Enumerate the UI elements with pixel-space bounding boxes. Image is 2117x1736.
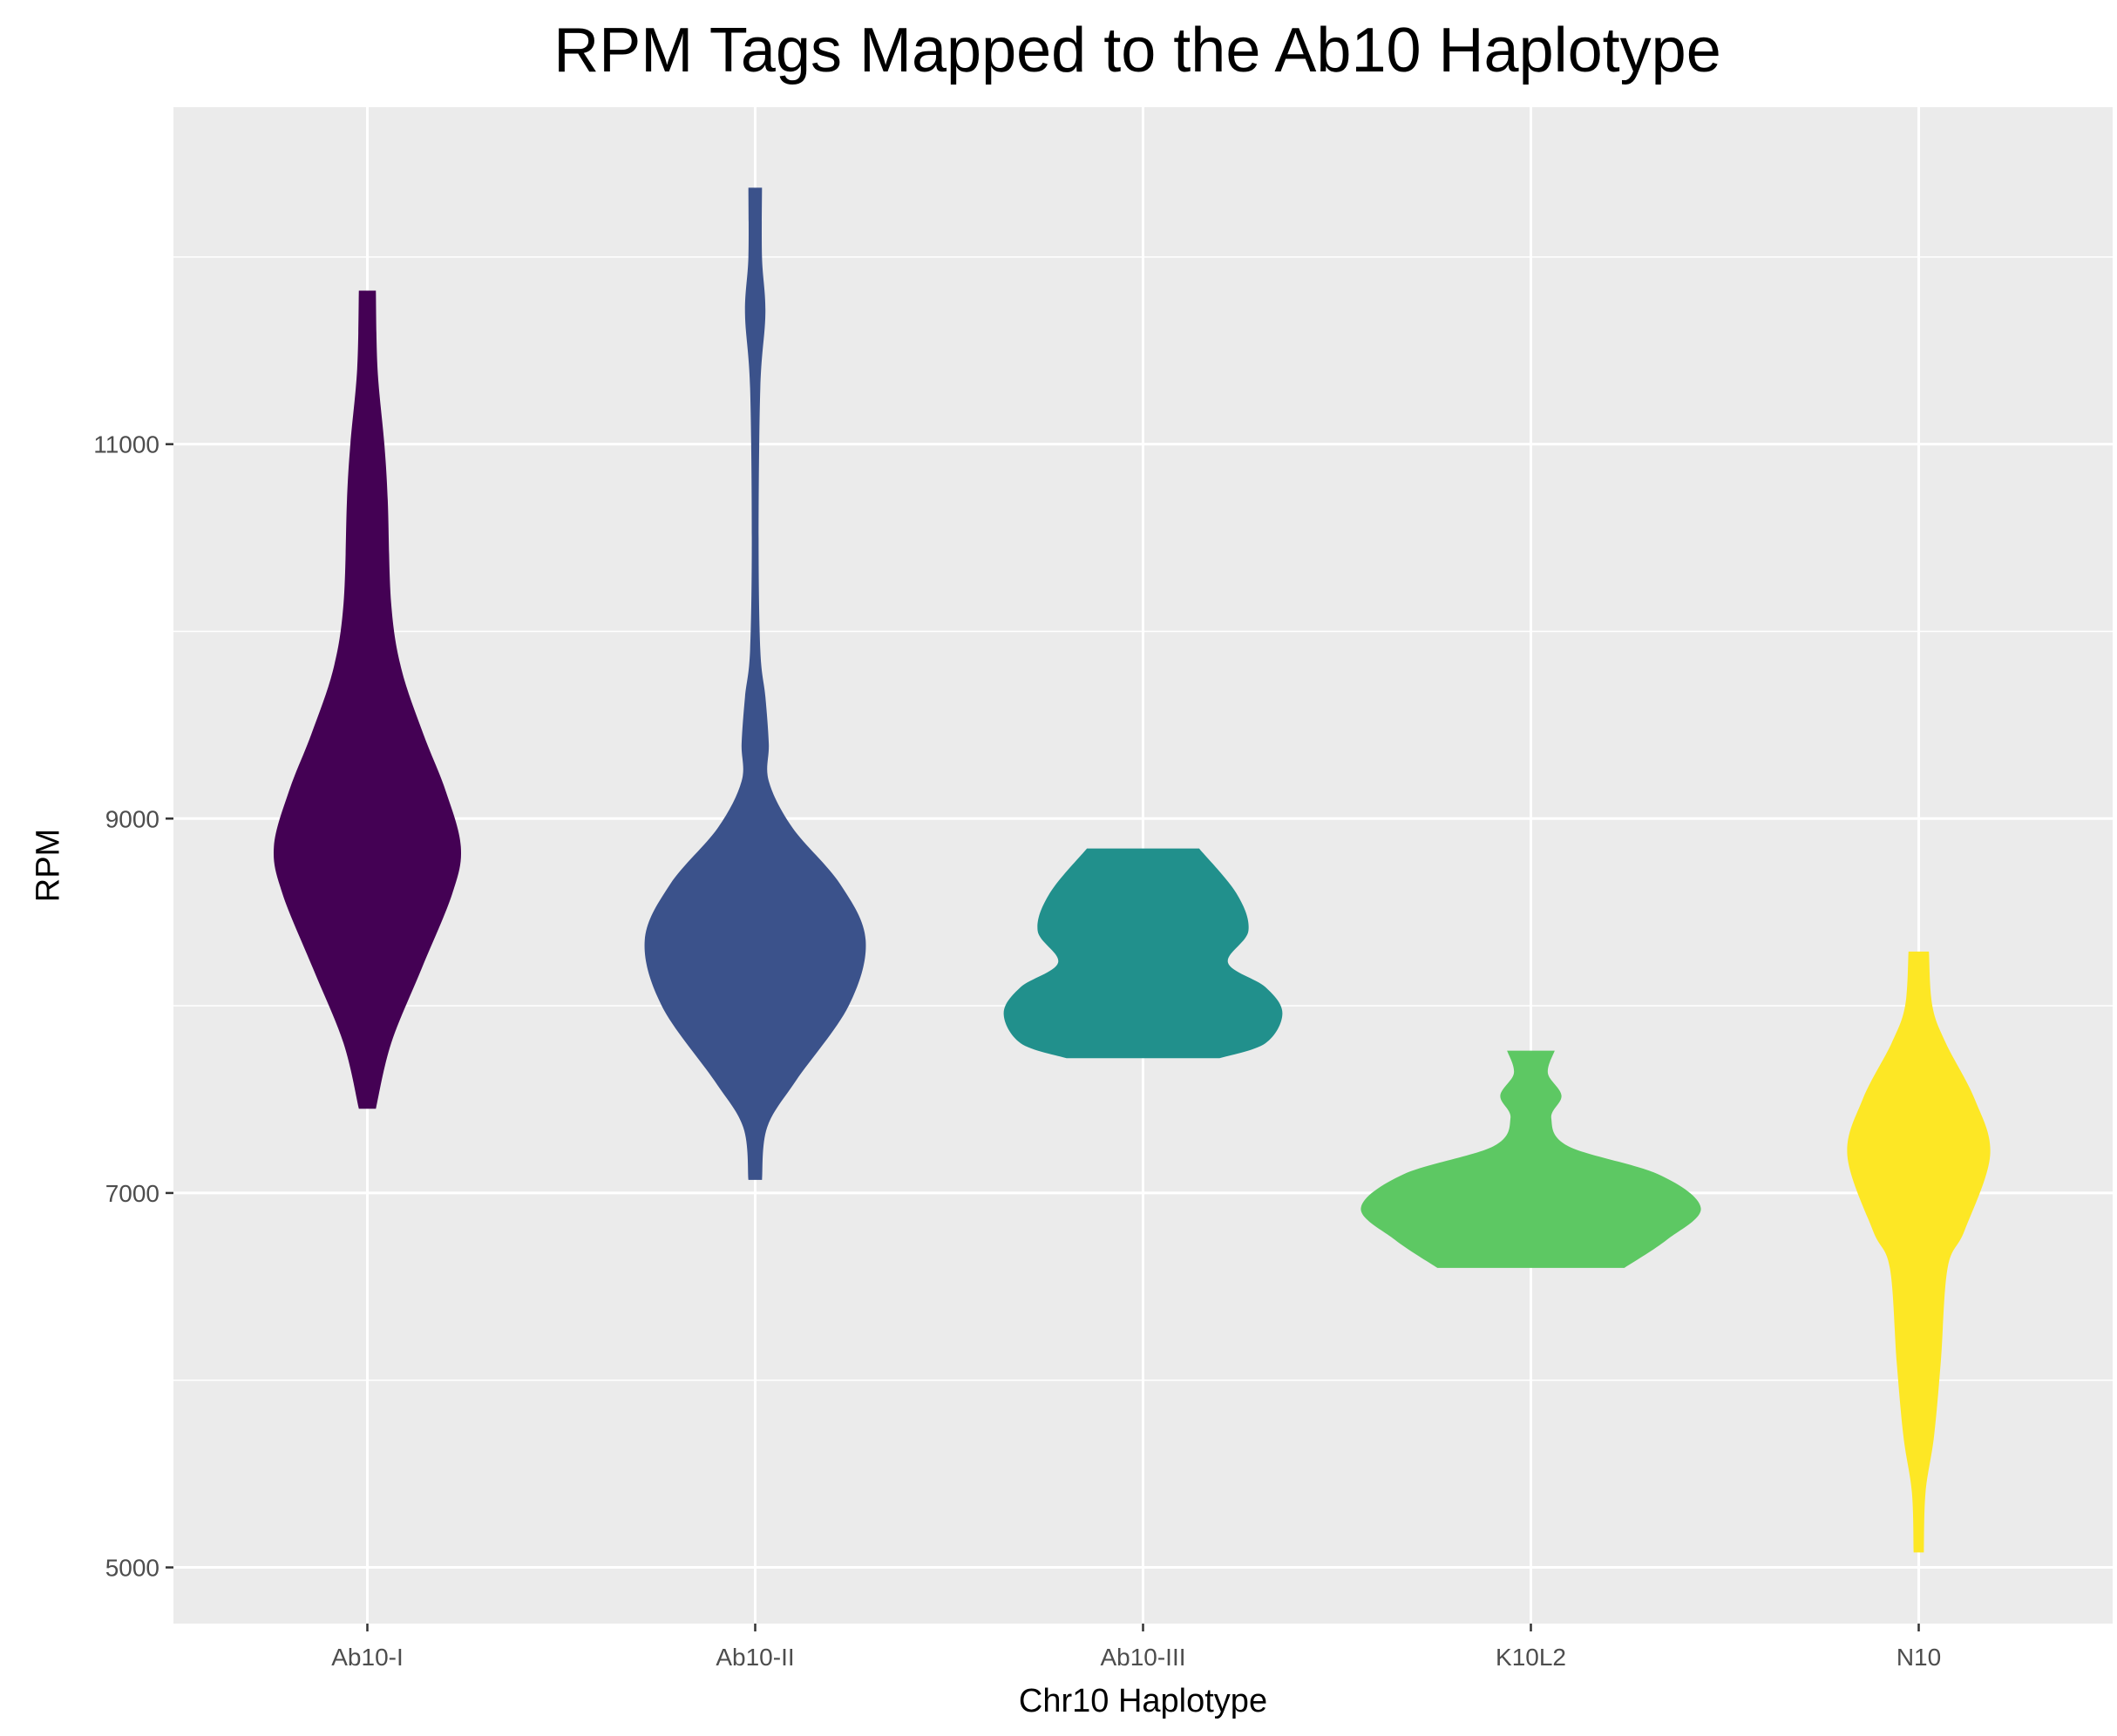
violin-ab10-iii (1003, 848, 1283, 1059)
x-axis-title: Chr10 Haplotype (1019, 1683, 1267, 1719)
x-tick-label: N10 (1896, 1644, 1941, 1671)
violin-n10 (1847, 951, 1991, 1553)
y-axis-title: RPM (30, 829, 66, 902)
y-tick-label: 9000 (105, 805, 159, 832)
y-tick-label: 7000 (105, 1180, 159, 1207)
x-tick-label: Ab10-II (716, 1644, 794, 1671)
violin-layer (273, 187, 1991, 1553)
x-tick-label: K10L2 (1496, 1644, 1566, 1671)
axis-layer: 5000 7000 9000 11000 Ab10-I Ab10-II Ab10-III K1… (93, 431, 1941, 1671)
y-tick-label: 5000 (105, 1555, 159, 1582)
x-tick-label: Ab10-III (1100, 1644, 1185, 1671)
violin-ab10-ii (644, 187, 866, 1180)
violin-k10l2 (1360, 1050, 1701, 1268)
violin-ab10-i (273, 290, 462, 1109)
y-tick-label: 11000 (93, 431, 159, 458)
chart-title: RPM Tags Mapped to the Ab10 Haplotype (553, 16, 1721, 85)
x-tick-label: Ab10-I (331, 1644, 404, 1671)
